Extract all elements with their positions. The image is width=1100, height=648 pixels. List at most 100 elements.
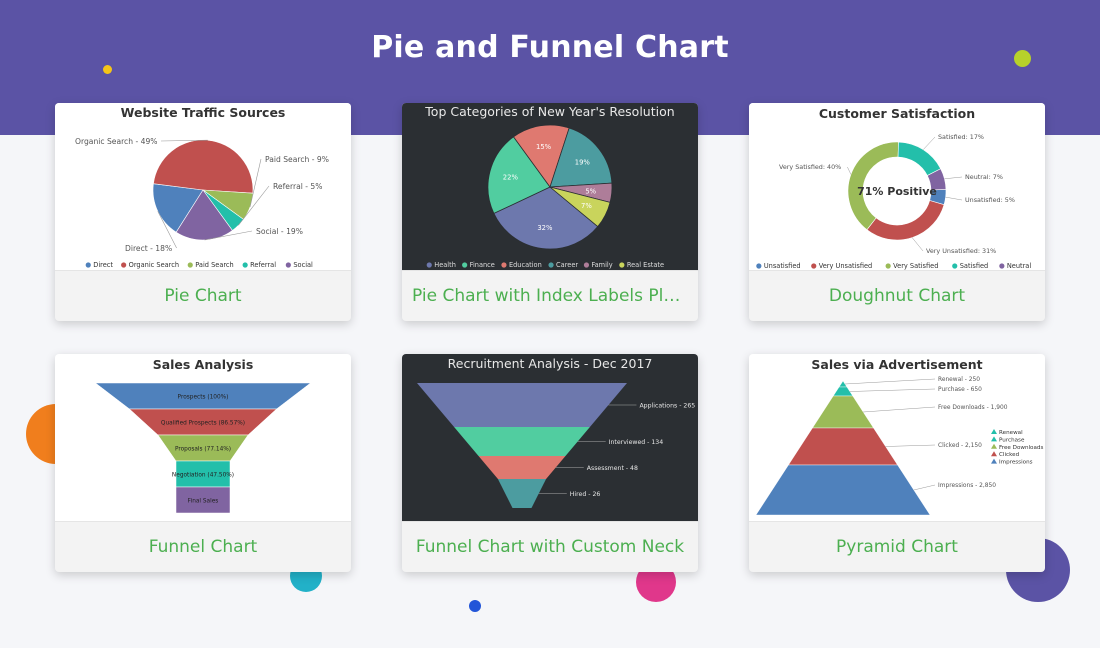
funnel-stage-label: Applications - 265 [639,402,695,409]
legend-label: Real Estate [627,261,664,269]
pyramid-chart: Sales via Advertisement Renewal - 250 Purc… [755,357,1043,516]
doughnut-slice-very-unsatisfied [866,200,945,241]
chart-card-funnel-custom-neck[interactable]: Recruitment Analysis - Dec 2017 Applicati… [402,354,698,572]
decor-dot-lime [1014,50,1031,67]
chart-card-doughnut[interactable]: Customer Satisfaction Unsatisfied: 5% Very… [749,103,1045,321]
chart-thumbnail: Sales via Advertisement Renewal - 250 Purc… [749,354,1045,521]
pie-slice-finance [487,136,551,214]
index-label-line [944,176,963,180]
pyramid-stage [788,427,898,466]
legend-label: Renewal [999,430,1023,436]
funnel-stage-label: Negotiation (47.50%) [172,473,234,479]
chart-title: Customer Satisfaction [819,106,975,121]
legend-marker [462,262,468,268]
card-caption[interactable]: Pie Chart with Index Labels Plac... [402,270,698,321]
legend-marker [991,443,997,449]
legend-label: Paid Search [195,261,234,269]
chart-title: Sales via Advertisement [811,357,982,372]
pie-slice-health [493,186,599,250]
pyramid-stage-label: Purchase - 650 [938,387,982,393]
index-label-line [849,388,936,392]
legend-marker [811,263,817,269]
legend-label: Referral [250,261,276,269]
legend-marker [242,262,248,268]
pie-slice-organic-search [153,139,254,194]
chart-thumbnail: Recruitment Analysis - Dec 2017 Applicati… [402,354,698,521]
index-label: Unsatisfied: 5% [965,196,1015,204]
funnel-stage-label: Interviewed - 134 [609,439,664,446]
index-label: Very Unsatisfied: 31% [926,247,996,255]
funnel-stage [454,427,590,456]
legend-label: Organic Search [129,261,179,269]
pie-chart: Website Traffic Sources Direct - 18% Organ… [75,105,329,269]
index-label-line [863,406,936,413]
card-caption[interactable]: Funnel Chart with Custom Neck [402,521,698,572]
chart-title: Website Traffic Sources [121,105,286,120]
slice-label: 7% [581,202,592,210]
chart-card-pie[interactable]: Website Traffic Sources Direct - 18% Organ… [55,103,351,321]
card-caption[interactable]: Funnel Chart [55,521,351,572]
index-label-line [160,139,208,142]
index-label-line [238,185,270,226]
index-label: Paid Search - 9% [265,155,329,164]
slice-label: 22% [503,173,519,181]
pyramid-stage-label: Renewal - 250 [938,377,980,383]
legend-marker [85,262,91,268]
legend-marker [501,262,507,268]
legend-label: Neutral [1007,262,1032,270]
legend-label: Very Unsatisfied [819,262,873,270]
pie-slice-real-estate [549,186,611,228]
chart-thumbnail: Customer Satisfaction Unsatisfied: 5% Very… [749,103,1045,270]
funnel-stage-label: Final Sales [188,499,219,505]
index-label: Organic Search - 49% [75,137,158,146]
legend-marker [583,262,590,268]
legend-label: Unsatisfied [764,262,801,270]
card-caption[interactable]: Pie Chart [55,270,351,321]
index-label: Referral - 5% [273,182,322,191]
chart-card-pie-index-labels[interactable]: Top Categories of New Year's Resolution 3… [402,103,698,321]
doughnut-slice-satisfied [897,141,942,176]
index-label: Satisfied: 17% [938,133,984,141]
pie-chart: Top Categories of New Year's Resolution 3… [424,104,674,269]
chart-card-funnel[interactable]: Sales Analysis Prospects (100%) Qualified … [55,354,351,572]
pyramid-stage-label: Clicked - 2,150 [938,443,982,449]
doughnut-center-label: 71% Positive [857,185,937,198]
index-label-line [913,484,936,491]
legend-marker [756,263,762,269]
doughnut-slice-neutral [926,168,947,191]
funnel-stage-label: Qualified Prospects (86.57%) [161,421,245,427]
pie-slice-education [512,124,570,188]
index-label-line [847,166,852,175]
legend-label: Free Downloads [999,445,1043,451]
index-label: Direct - 18% [125,244,172,253]
funnel-stage [417,383,627,427]
card-caption[interactable]: Doughnut Chart [749,270,1045,321]
legend-label: Very Satisfied [893,262,938,270]
index-label: Social - 19% [256,227,303,236]
chart-title: Top Categories of New Year's Resolution [424,104,674,119]
chart-title: Sales Analysis [153,357,254,372]
legend-marker [952,263,958,269]
slice-label: 5% [585,187,596,195]
legend-label: Direct [93,261,113,269]
index-label-line [157,211,177,249]
legend-marker [619,262,625,268]
legend-label: Clicked [999,452,1020,458]
legend-label: Impressions [999,460,1033,466]
funnel-stage [497,479,547,508]
legend-label: Satisfied [960,262,988,270]
chart-card-pyramid[interactable]: Sales via Advertisement Renewal - 250 Purc… [749,354,1045,572]
page-title: Pie and Funnel Chart [371,30,729,65]
pyramid-stage [755,464,931,516]
legend-marker [999,263,1005,269]
legend-marker [187,262,193,268]
funnel-stage-label: Hired - 26 [570,491,601,498]
legend-marker [991,451,997,457]
card-caption[interactable]: Pyramid Chart [749,521,1045,572]
pyramid-stage-label: Free Downloads - 1,900 [938,405,1008,411]
slice-label: 19% [575,158,591,166]
funnel-stage-label: Prospects (100%) [178,395,229,401]
funnel-stage [175,486,231,514]
legend-marker [548,262,554,268]
legend-marker [991,429,997,434]
